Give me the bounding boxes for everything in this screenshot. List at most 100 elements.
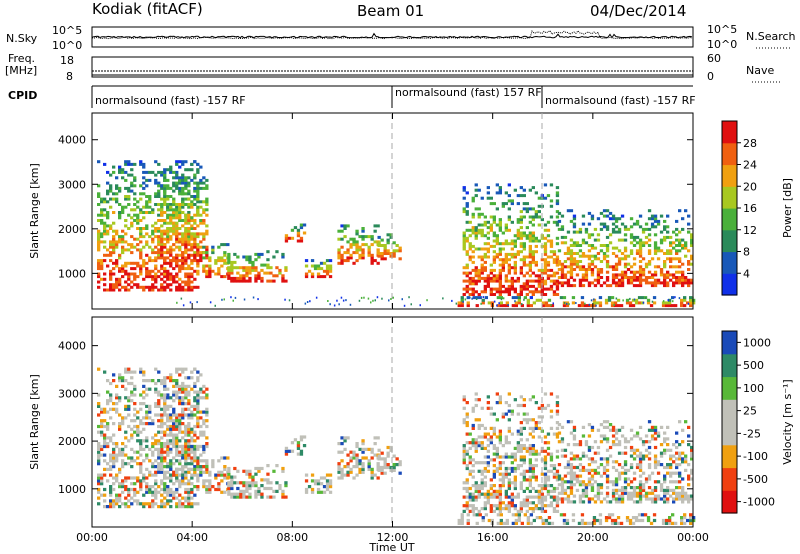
power-cell [580, 304, 585, 308]
velocity-cell [223, 476, 227, 480]
velocity-cell [154, 447, 158, 451]
velocity-cell [302, 435, 307, 439]
velocity-cell [555, 498, 560, 502]
velocity-colorbar-label: Velocity [m s⁻¹] [781, 379, 794, 464]
velocity-cell [661, 518, 666, 523]
power-cell [644, 281, 649, 285]
power-cell [666, 273, 670, 277]
power-cell [109, 197, 113, 201]
power-cell [507, 215, 511, 219]
velocity-cell [495, 392, 499, 396]
power-cell [377, 235, 381, 239]
velocity-cell [632, 477, 637, 481]
power-cell [118, 170, 122, 174]
power-noise-cell [309, 300, 311, 303]
power-cell [302, 231, 307, 235]
velocity-cell [193, 367, 197, 371]
velocity-cell [175, 470, 179, 474]
velocity-cell [398, 471, 402, 475]
velocity-cell [569, 451, 574, 455]
nsky-tick-bottom: 10^0 [52, 39, 82, 52]
velocity-cell [471, 492, 475, 496]
velocity-cell [598, 518, 603, 523]
power-cell [492, 218, 496, 222]
power-cell [227, 274, 231, 278]
velocity-cell [498, 489, 502, 493]
power-cell [644, 222, 649, 226]
power-noise-cell [304, 302, 307, 305]
velocity-cell [465, 464, 469, 468]
velocity-cell [462, 421, 466, 425]
power-cell [581, 214, 586, 218]
power-cell [462, 234, 466, 238]
velocity-cell [121, 482, 125, 486]
power-cell [242, 276, 246, 280]
power-cell [666, 230, 670, 234]
velocity-cell [510, 469, 514, 473]
power-noise-cell [403, 304, 406, 307]
power-cell [528, 263, 532, 267]
velocity-cell [325, 479, 330, 483]
power-cell [471, 199, 475, 203]
power-cell [462, 244, 466, 248]
power-cell [596, 268, 601, 271]
velocity-cell [498, 435, 502, 439]
nsky-panel: N.Sky 10^5 10^0 10^5 10^0 N.Search [6, 23, 796, 52]
velocity-cell [257, 486, 261, 491]
power-colorbar-tick-label: 8 [743, 246, 750, 259]
power-cell [569, 276, 574, 279]
power-cell [142, 162, 146, 166]
power-cell [684, 278, 688, 282]
power-cell [663, 281, 667, 285]
power-cell [575, 244, 580, 247]
power-cell [367, 253, 371, 257]
velocity-cell [175, 379, 179, 383]
velocity-cell [507, 495, 511, 499]
power-cell [584, 278, 589, 282]
velocity-cell [663, 451, 667, 455]
velocity-cell [196, 487, 200, 492]
velocity-cell [663, 494, 667, 498]
power-cell [489, 276, 493, 280]
power-cell [617, 238, 622, 242]
power-cell [193, 227, 197, 230]
velocity-cell [160, 479, 164, 483]
velocity-cell [669, 465, 673, 470]
power-cell [343, 251, 347, 255]
velocity-cell [115, 410, 119, 414]
power-cell [370, 237, 374, 241]
velocity-cell [656, 434, 661, 438]
velocity-cell [148, 470, 152, 474]
power-cell [157, 181, 161, 185]
velocity-cell [644, 494, 649, 498]
velocity-cell [462, 481, 466, 485]
velocity-cell [569, 483, 574, 487]
velocity-cell [118, 427, 122, 431]
velocity-cell [675, 465, 679, 470]
velocity-cell [181, 467, 185, 471]
velocity-cell [468, 472, 472, 476]
velocity-cell [620, 465, 625, 470]
power-cell [328, 269, 333, 273]
velocity-cell [499, 521, 503, 525]
velocity-cell [563, 497, 568, 501]
velocity-cell [316, 487, 321, 492]
velocity-cell [641, 494, 646, 498]
velocity-cell [398, 460, 402, 464]
velocity-cell [692, 516, 696, 520]
power-cell [656, 257, 661, 261]
velocity-cell [136, 427, 140, 431]
velocity-cell [160, 450, 164, 454]
velocity-cell [145, 404, 149, 408]
velocity-cell [302, 444, 307, 448]
power-cell [593, 278, 598, 282]
power-cell [672, 281, 676, 285]
velocity-cell [465, 504, 469, 508]
velocity-cell [103, 410, 107, 414]
velocity-cell [245, 472, 249, 476]
velocity-cell [154, 487, 158, 492]
power-cell [632, 235, 637, 239]
velocity-cell [109, 381, 113, 386]
velocity-cell [115, 479, 119, 483]
velocity-cell [543, 458, 548, 462]
